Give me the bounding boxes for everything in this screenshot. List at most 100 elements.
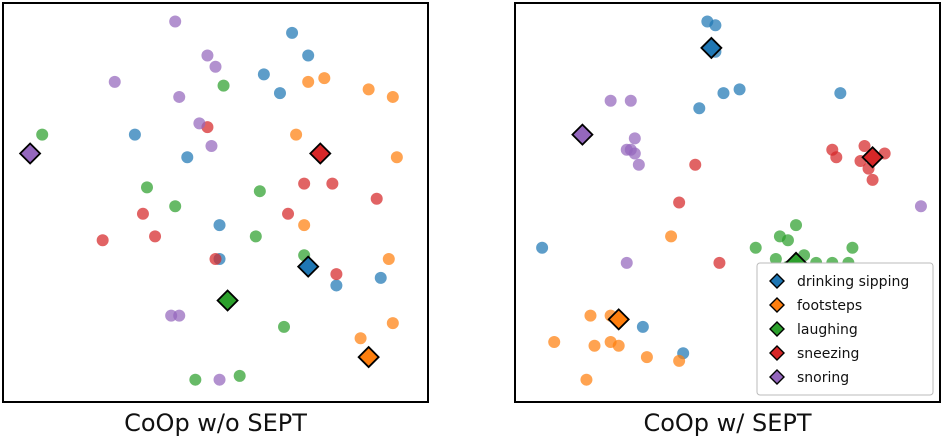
point-sneezing xyxy=(858,139,871,152)
point-footsteps xyxy=(640,351,653,364)
point-footsteps xyxy=(673,354,686,367)
point-drinking-sipping xyxy=(636,320,649,333)
prototype-laughing xyxy=(216,289,239,312)
point-sneezing xyxy=(136,207,149,220)
point-snoring xyxy=(205,139,218,152)
point-drinking-sipping xyxy=(733,83,746,96)
prototype-footsteps xyxy=(357,345,380,369)
point-snoring xyxy=(201,49,214,62)
point-footsteps xyxy=(588,339,601,352)
point-snoring xyxy=(628,132,641,145)
point-sneezing xyxy=(370,192,383,205)
point-snoring xyxy=(173,90,186,103)
legend-label-footsteps: footsteps xyxy=(797,298,862,314)
prototype-sneezing xyxy=(309,142,332,165)
point-laughing xyxy=(781,234,794,247)
point-snoring xyxy=(628,147,641,160)
point-sneezing xyxy=(326,177,339,190)
point-sneezing xyxy=(689,158,702,171)
legend-label-snoring: snoring xyxy=(797,370,849,386)
point-snoring xyxy=(173,309,186,322)
point-footsteps xyxy=(580,373,593,386)
point-drinking-sipping xyxy=(536,241,549,254)
prototype-footsteps xyxy=(607,308,630,331)
point-drinking-sipping xyxy=(181,151,194,164)
point-laughing xyxy=(749,241,762,254)
point-footsteps xyxy=(386,317,399,330)
point-drinking-sipping xyxy=(330,279,343,292)
legend-marker-laughing xyxy=(769,321,785,337)
point-drinking-sipping xyxy=(374,271,387,284)
point-snoring xyxy=(620,256,633,269)
point-footsteps xyxy=(584,309,597,322)
point-sneezing xyxy=(282,207,295,220)
point-snoring xyxy=(209,60,222,73)
point-footsteps xyxy=(665,230,678,243)
point-sneezing xyxy=(713,256,726,269)
point-footsteps xyxy=(354,332,367,345)
prototype-snoring xyxy=(18,142,42,165)
point-laughing xyxy=(217,79,230,92)
point-laughing xyxy=(846,241,859,254)
point-laughing xyxy=(278,320,291,333)
prototype-sneezing xyxy=(861,145,884,169)
point-drinking-sipping xyxy=(834,87,847,100)
point-drinking-sipping xyxy=(717,87,730,100)
point-footsteps xyxy=(318,72,331,85)
point-drinking-sipping xyxy=(302,49,315,62)
point-sneezing xyxy=(330,268,343,281)
legend-label-laughing: laughing xyxy=(797,322,858,338)
prototype-drinking-sipping xyxy=(700,36,723,60)
point-footsteps xyxy=(604,335,617,348)
point-footsteps xyxy=(290,128,303,141)
point-sneezing xyxy=(149,230,162,243)
legend-box xyxy=(756,262,934,396)
plot-panel-0 xyxy=(18,15,403,386)
point-drinking-sipping xyxy=(286,26,299,39)
point-footsteps xyxy=(390,151,403,164)
legend-label-drinking-sipping: drinking sipping xyxy=(797,274,909,290)
point-drinking-sipping xyxy=(213,219,226,232)
point-laughing xyxy=(140,181,153,194)
prototype-snoring xyxy=(571,123,594,146)
point-sneezing xyxy=(209,253,222,266)
point-snoring xyxy=(914,200,927,213)
point-snoring xyxy=(169,15,182,28)
legend-label-sneezing: sneezing xyxy=(797,346,859,362)
point-footsteps xyxy=(386,90,399,103)
legend-marker-footsteps xyxy=(769,297,785,313)
legend-marker-sneezing xyxy=(769,345,785,361)
point-snoring xyxy=(604,94,617,107)
point-snoring xyxy=(193,117,206,130)
point-laughing xyxy=(253,185,266,198)
point-sneezing xyxy=(298,177,311,190)
point-sneezing xyxy=(866,173,879,186)
point-footsteps xyxy=(362,83,375,96)
point-footsteps xyxy=(548,335,561,348)
point-sneezing xyxy=(96,234,109,247)
point-laughing xyxy=(249,230,262,243)
point-laughing xyxy=(36,128,49,141)
point-laughing xyxy=(169,200,182,213)
prototype-drinking-sipping xyxy=(296,255,320,278)
point-drinking-sipping xyxy=(709,19,722,32)
point-snoring xyxy=(632,158,645,171)
legend: drinking sipping footsteps laughing sneezin… xyxy=(756,262,934,396)
point-laughing xyxy=(790,219,803,232)
point-drinking-sipping xyxy=(128,128,141,141)
point-footsteps xyxy=(302,75,315,88)
point-laughing xyxy=(233,369,246,382)
point-drinking-sipping xyxy=(257,68,270,81)
legend-marker-drinking-sipping xyxy=(769,273,785,289)
left-plot-title: CoOp w/o SEPT xyxy=(124,409,307,437)
point-sneezing xyxy=(830,151,843,164)
point-footsteps xyxy=(382,253,395,266)
point-drinking-sipping xyxy=(273,87,286,100)
point-laughing xyxy=(189,373,202,386)
point-snoring xyxy=(108,75,121,88)
legend-marker-snoring xyxy=(769,369,785,385)
point-drinking-sipping xyxy=(693,102,706,115)
point-snoring xyxy=(624,94,637,107)
point-sneezing xyxy=(673,196,686,209)
